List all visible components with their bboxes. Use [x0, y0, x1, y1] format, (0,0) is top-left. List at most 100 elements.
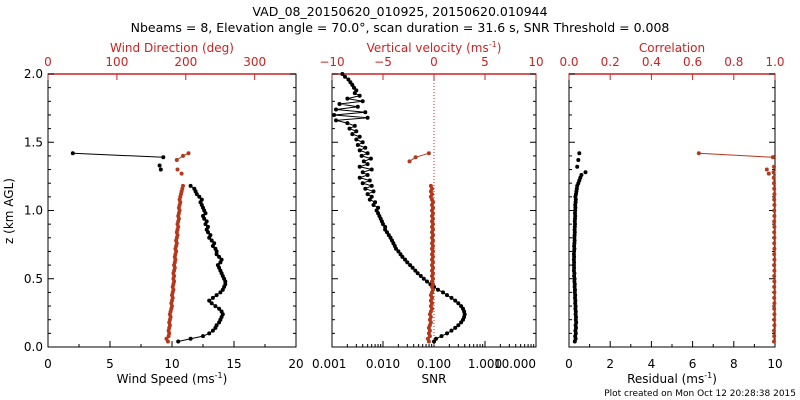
data-point: [764, 167, 769, 172]
data-point: [396, 249, 401, 254]
data-point: [217, 254, 222, 259]
top-axis-label: Vertical velocity (ms-1): [367, 40, 502, 55]
data-point: [174, 158, 179, 162]
data-point: [398, 252, 403, 257]
data-point: [432, 339, 436, 344]
data-point: [449, 295, 454, 300]
top-axis-label: Correlation: [639, 41, 705, 55]
series-line-2-3: [409, 152, 430, 162]
data-point: [210, 328, 215, 333]
data-point: [369, 183, 374, 188]
bottom-tick-label: 5: [106, 357, 114, 371]
y-axis-label: z (km AGL): [2, 178, 16, 244]
data-point: [332, 113, 337, 117]
data-point: [343, 74, 347, 79]
top-tick-label: 5: [481, 55, 489, 69]
bottom-tick-label: 2: [606, 357, 614, 371]
data-point: [352, 123, 357, 128]
data-point: [772, 323, 777, 328]
data-point: [772, 219, 777, 224]
bottom-tick-label: 8: [730, 357, 738, 371]
data-point: [434, 336, 439, 341]
data-point: [771, 170, 776, 175]
data-point: [772, 301, 777, 306]
data-point: [360, 140, 365, 145]
data-point: [772, 334, 777, 339]
data-point: [415, 271, 420, 276]
data-point: [772, 186, 777, 191]
data-point: [772, 246, 777, 251]
data-point: [373, 200, 378, 205]
data-point: [186, 151, 191, 156]
data-point: [426, 151, 431, 156]
data-point: [453, 298, 458, 303]
data-point: [217, 306, 222, 311]
top-tick-label: 0.6: [683, 55, 702, 69]
data-point: [413, 155, 418, 160]
series-line-3-4: [698, 152, 773, 158]
data-point: [188, 183, 193, 188]
bottom-axis-label: SNR: [422, 372, 447, 386]
data-point: [365, 115, 370, 120]
data-point: [359, 153, 364, 158]
title-line-1: VAD_08_20150620_010925, 20150620.010944: [252, 4, 547, 19]
data-point: [383, 224, 388, 229]
data-point: [201, 334, 205, 339]
series-line-2-1: [334, 73, 466, 342]
data-point: [175, 167, 180, 172]
data-point: [215, 263, 220, 268]
data-point: [360, 170, 365, 175]
bottom-tick-label: 10: [164, 357, 179, 371]
data-point: [218, 290, 223, 295]
data-point: [176, 339, 181, 344]
bottom-tick-label: 4: [648, 357, 656, 371]
data-point: [772, 279, 777, 284]
data-point: [355, 104, 360, 109]
data-point: [369, 194, 374, 199]
data-point: [210, 295, 215, 300]
data-point: [363, 110, 368, 115]
series-line-1-2: [72, 152, 164, 158]
data-point: [583, 170, 588, 175]
data-point: [445, 331, 449, 336]
data-point: [575, 164, 580, 169]
data-point: [214, 293, 219, 298]
data-point: [408, 263, 413, 268]
data-point: [439, 334, 444, 339]
data-point: [350, 132, 355, 137]
data-point: [207, 331, 212, 336]
data-point: [357, 164, 362, 169]
data-point: [453, 325, 458, 330]
data-point: [772, 328, 776, 333]
bottom-tick-label: 20: [288, 357, 303, 371]
data-point: [772, 263, 777, 268]
data-point: [201, 214, 205, 218]
data-point: [772, 192, 777, 197]
top-tick-label: −5: [374, 55, 392, 69]
bottom-tick-label: 6: [689, 357, 697, 371]
data-point: [772, 235, 777, 240]
data-point: [207, 298, 212, 303]
data-point: [219, 257, 224, 262]
data-point: [579, 173, 584, 177]
bottom-tick-label: 0: [565, 357, 573, 371]
data-point: [354, 129, 359, 134]
data-point: [696, 151, 701, 156]
data-point: [164, 336, 169, 341]
data-point: [334, 118, 338, 123]
data-point: [772, 257, 777, 262]
data-point: [428, 183, 433, 188]
top-tick-label: 100: [105, 55, 128, 69]
data-point: [360, 181, 365, 186]
data-point: [357, 175, 362, 180]
data-point: [445, 293, 449, 298]
data-point: [576, 158, 581, 162]
data-point: [70, 151, 75, 156]
data-point: [459, 304, 464, 309]
data-point: [360, 99, 365, 104]
data-point: [456, 323, 461, 328]
